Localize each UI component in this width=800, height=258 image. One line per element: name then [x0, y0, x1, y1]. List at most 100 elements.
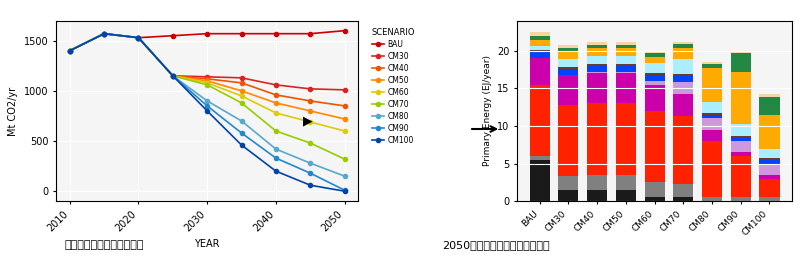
Bar — [587, 72, 607, 73]
Bar — [587, 43, 607, 45]
Y-axis label: Primary Energy (EJ/year): Primary Energy (EJ/year) — [482, 55, 491, 166]
Bar — [616, 190, 636, 201]
Bar — [530, 160, 550, 201]
Bar — [759, 115, 779, 149]
Bar — [616, 49, 636, 56]
Bar — [645, 75, 665, 81]
Y-axis label: Mt CO2/yr: Mt CO2/yr — [8, 86, 18, 135]
Bar — [645, 85, 665, 111]
Bar — [616, 73, 636, 103]
Bar — [674, 48, 694, 59]
Bar — [702, 62, 722, 64]
Bar — [530, 32, 550, 36]
Bar — [730, 156, 750, 197]
Legend: BAU, CM30, CM40, CM50, CM60, CM70, CM80, CM90, CM100: BAU, CM30, CM40, CM50, CM60, CM70, CM80,… — [368, 25, 418, 148]
Bar — [587, 103, 607, 175]
Bar — [616, 72, 636, 73]
Bar — [616, 175, 636, 190]
Bar — [616, 56, 636, 63]
Bar — [702, 115, 722, 118]
Text: 日本の温室効果ガス排出量: 日本の温室効果ガス排出量 — [64, 240, 144, 250]
Bar — [530, 46, 550, 50]
Bar — [616, 45, 636, 49]
Bar — [587, 63, 607, 66]
Bar — [558, 48, 578, 52]
Bar — [730, 152, 750, 156]
Bar — [759, 149, 779, 158]
Bar — [587, 175, 607, 190]
Bar — [674, 184, 694, 197]
Bar — [616, 43, 636, 45]
Bar — [645, 197, 665, 201]
Bar — [674, 82, 694, 94]
Bar — [558, 52, 578, 59]
Bar — [730, 136, 750, 137]
Bar — [530, 85, 550, 156]
Bar — [530, 36, 550, 40]
Bar — [616, 63, 636, 66]
Bar — [702, 130, 722, 141]
Bar — [759, 164, 779, 175]
Bar — [702, 64, 722, 68]
Bar — [759, 97, 779, 115]
Bar — [645, 111, 665, 182]
Bar — [674, 76, 694, 82]
Bar — [587, 45, 607, 49]
Bar — [702, 141, 722, 197]
Bar — [645, 57, 665, 63]
Bar — [645, 72, 665, 75]
Bar — [645, 53, 665, 57]
Bar — [530, 52, 550, 58]
Bar — [702, 118, 722, 130]
Bar — [674, 197, 694, 201]
Bar — [759, 158, 779, 160]
Bar — [730, 72, 750, 125]
Bar — [587, 66, 607, 72]
Bar — [645, 63, 665, 72]
Text: 2050年の日本のエネルギー供給: 2050年の日本のエネルギー供給 — [442, 240, 550, 250]
Bar — [587, 73, 607, 103]
Bar — [730, 125, 750, 136]
Bar — [558, 69, 578, 75]
Text: ▶: ▶ — [303, 115, 313, 128]
Bar — [530, 58, 550, 85]
Bar — [702, 68, 722, 102]
Bar — [759, 160, 779, 164]
Bar — [530, 40, 550, 46]
Bar — [759, 179, 779, 197]
Bar — [674, 59, 694, 74]
Bar — [616, 66, 636, 72]
Bar — [674, 44, 694, 48]
Bar — [674, 94, 694, 116]
Bar — [558, 190, 578, 201]
Bar — [645, 81, 665, 85]
Bar — [730, 137, 750, 141]
Bar — [674, 74, 694, 76]
Bar — [674, 116, 694, 184]
Bar — [558, 105, 578, 176]
Bar — [702, 197, 722, 201]
Bar — [587, 190, 607, 201]
Bar — [759, 175, 779, 179]
Bar — [730, 51, 750, 53]
Bar — [587, 49, 607, 56]
Bar — [702, 102, 722, 113]
Bar — [759, 94, 779, 97]
Bar — [730, 53, 750, 72]
Bar — [702, 113, 722, 115]
Bar — [558, 59, 578, 67]
Bar — [616, 103, 636, 175]
X-axis label: YEAR: YEAR — [194, 239, 220, 249]
Bar — [587, 56, 607, 63]
Bar — [558, 45, 578, 48]
Bar — [674, 42, 694, 44]
Bar — [530, 50, 550, 52]
Bar — [645, 182, 665, 197]
Bar — [558, 67, 578, 69]
Bar — [530, 156, 550, 160]
Bar — [759, 197, 779, 201]
Bar — [730, 141, 750, 152]
Bar — [558, 176, 578, 190]
Bar — [558, 75, 578, 105]
Bar — [645, 51, 665, 53]
